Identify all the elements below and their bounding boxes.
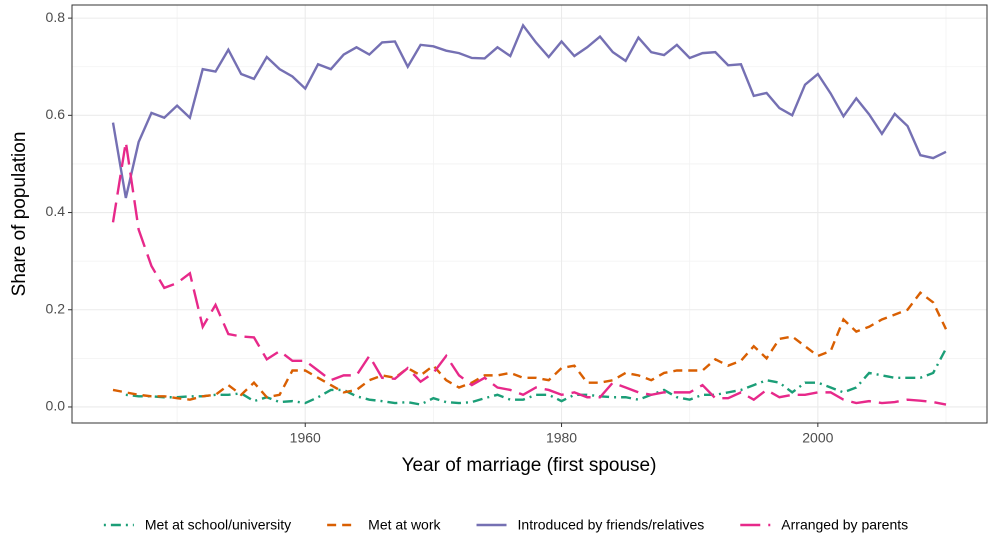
series-line [111, 23, 947, 199]
legend-text: Met at work [368, 517, 441, 533]
plot-panel [72, 5, 987, 423]
panel-border [71, 4, 988, 424]
x-tick-label: 1980 [546, 430, 577, 446]
legend-text: Arranged by parents [781, 517, 908, 533]
legend-text: Met at school/university [145, 517, 291, 533]
y-tick-label: 0.6 [46, 106, 66, 122]
x-tick-label: 1960 [290, 430, 321, 446]
series-line [112, 291, 948, 401]
y-tick-label: 0.2 [46, 300, 66, 316]
legend-text: Introduced by friends/relatives [518, 517, 705, 533]
y-tick-label: 0.0 [46, 398, 66, 414]
x-axis-title: Year of marriage (first spouse) [402, 455, 657, 476]
y-tick-label: 0.4 [46, 203, 66, 219]
series-line [125, 348, 948, 406]
y-tick-label: 0.8 [46, 9, 66, 25]
x-tick-label: 2000 [802, 430, 833, 446]
series-line [111, 141, 947, 406]
y-axis-title: Share of population [9, 132, 30, 297]
